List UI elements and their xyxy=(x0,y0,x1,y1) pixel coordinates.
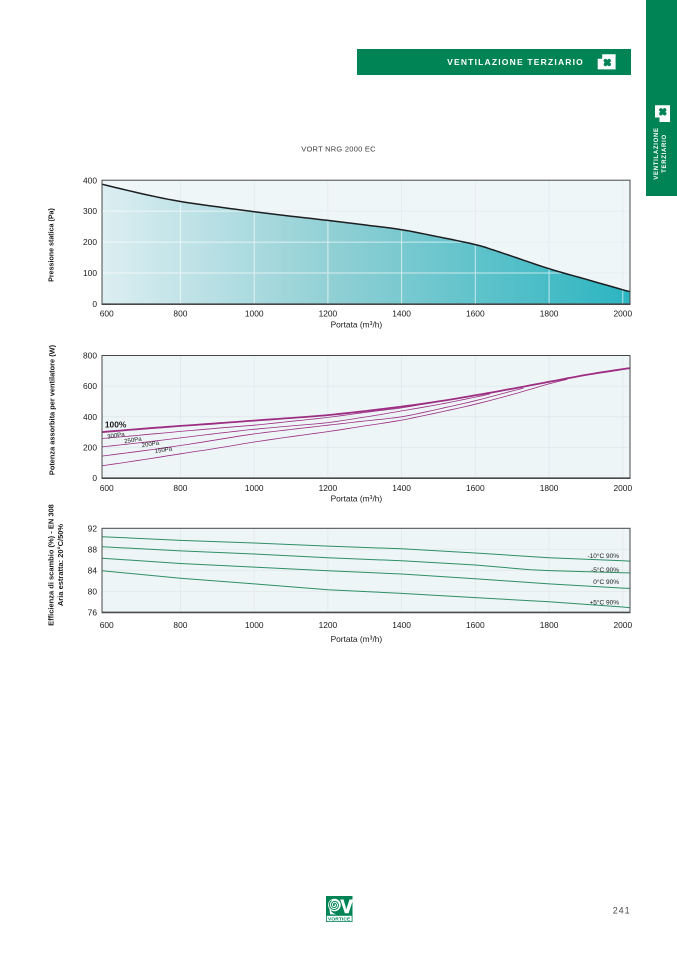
svg-text:300Pa: 300Pa xyxy=(107,431,126,441)
svg-text:600: 600 xyxy=(100,308,114,318)
svg-text:VENTILAZIONE TERZIARIO: VENTILAZIONE TERZIARIO xyxy=(447,57,584,67)
svg-text:600: 600 xyxy=(83,381,97,391)
svg-text:84: 84 xyxy=(88,565,98,575)
svg-text:2000: 2000 xyxy=(613,308,632,318)
svg-text:1400: 1400 xyxy=(392,308,411,318)
svg-text:-5°C 90%: -5°C 90% xyxy=(591,566,619,574)
svg-text:1600: 1600 xyxy=(466,308,485,318)
svg-text:VENTILAZIONE: VENTILAZIONE xyxy=(654,127,660,179)
svg-text:Portata (m³/h): Portata (m³/h) xyxy=(331,319,383,329)
svg-text:800: 800 xyxy=(173,308,187,318)
svg-text:Efficienza di scambio (%) - EN: Efficienza di scambio (%) - EN 308 xyxy=(47,504,56,626)
svg-text:Portata (m³/h): Portata (m³/h) xyxy=(331,634,383,644)
svg-text:1000: 1000 xyxy=(245,483,264,493)
svg-text:400: 400 xyxy=(83,175,97,185)
svg-text:1800: 1800 xyxy=(540,483,559,493)
svg-text:400: 400 xyxy=(83,412,97,422)
svg-text:200Pa: 200Pa xyxy=(141,440,160,450)
svg-text:600: 600 xyxy=(100,620,114,630)
svg-text:0°C 90%: 0°C 90% xyxy=(593,578,619,586)
svg-text:Portata (m³/h): Portata (m³/h) xyxy=(331,493,383,503)
svg-text:1000: 1000 xyxy=(245,308,264,318)
svg-text:1800: 1800 xyxy=(540,620,559,630)
svg-text:1400: 1400 xyxy=(392,620,411,630)
svg-text:-10°C 90%: -10°C 90% xyxy=(587,552,619,560)
svg-text:300: 300 xyxy=(83,206,97,216)
svg-text:TERZIARIO: TERZIARIO xyxy=(662,134,668,173)
svg-text:800: 800 xyxy=(173,620,187,630)
svg-text:92: 92 xyxy=(88,523,98,533)
svg-text:1600: 1600 xyxy=(466,483,485,493)
svg-text:Potenza assorbita per ventilat: Potenza assorbita per ventilatore (W) xyxy=(48,344,57,475)
svg-text:100%: 100% xyxy=(105,419,127,429)
svg-text:VORT NRG 2000 EC: VORT NRG 2000 EC xyxy=(301,144,376,153)
svg-text:150Pa: 150Pa xyxy=(154,445,173,455)
svg-text:+5°C 90%: +5°C 90% xyxy=(589,599,619,607)
svg-text:1800: 1800 xyxy=(540,308,559,318)
svg-text:800: 800 xyxy=(83,351,97,361)
svg-text:241: 241 xyxy=(613,906,631,916)
svg-text:88: 88 xyxy=(88,544,98,554)
svg-text:1200: 1200 xyxy=(319,483,338,493)
svg-text:250Pa: 250Pa xyxy=(124,436,143,446)
svg-text:1200: 1200 xyxy=(319,308,338,318)
svg-text:1400: 1400 xyxy=(392,483,411,493)
svg-text:0: 0 xyxy=(92,299,97,309)
svg-text:Pressione statica (Pa): Pressione statica (Pa) xyxy=(48,208,56,282)
svg-text:1200: 1200 xyxy=(319,620,338,630)
svg-text:76: 76 xyxy=(88,607,98,617)
svg-text:2000: 2000 xyxy=(613,483,632,493)
svg-text:800: 800 xyxy=(173,483,187,493)
svg-text:2000: 2000 xyxy=(613,620,632,630)
svg-text:600: 600 xyxy=(100,483,114,493)
svg-text:1000: 1000 xyxy=(245,620,264,630)
svg-text:200: 200 xyxy=(83,237,97,247)
svg-text:Aria estratta: 20°C/50%: Aria estratta: 20°C/50% xyxy=(56,524,65,607)
svg-text:200: 200 xyxy=(83,443,97,453)
svg-text:VORTICE: VORTICE xyxy=(328,917,351,923)
svg-text:80: 80 xyxy=(88,586,98,596)
svg-text:1600: 1600 xyxy=(466,620,485,630)
svg-text:100: 100 xyxy=(83,268,97,278)
svg-text:0: 0 xyxy=(92,473,97,483)
